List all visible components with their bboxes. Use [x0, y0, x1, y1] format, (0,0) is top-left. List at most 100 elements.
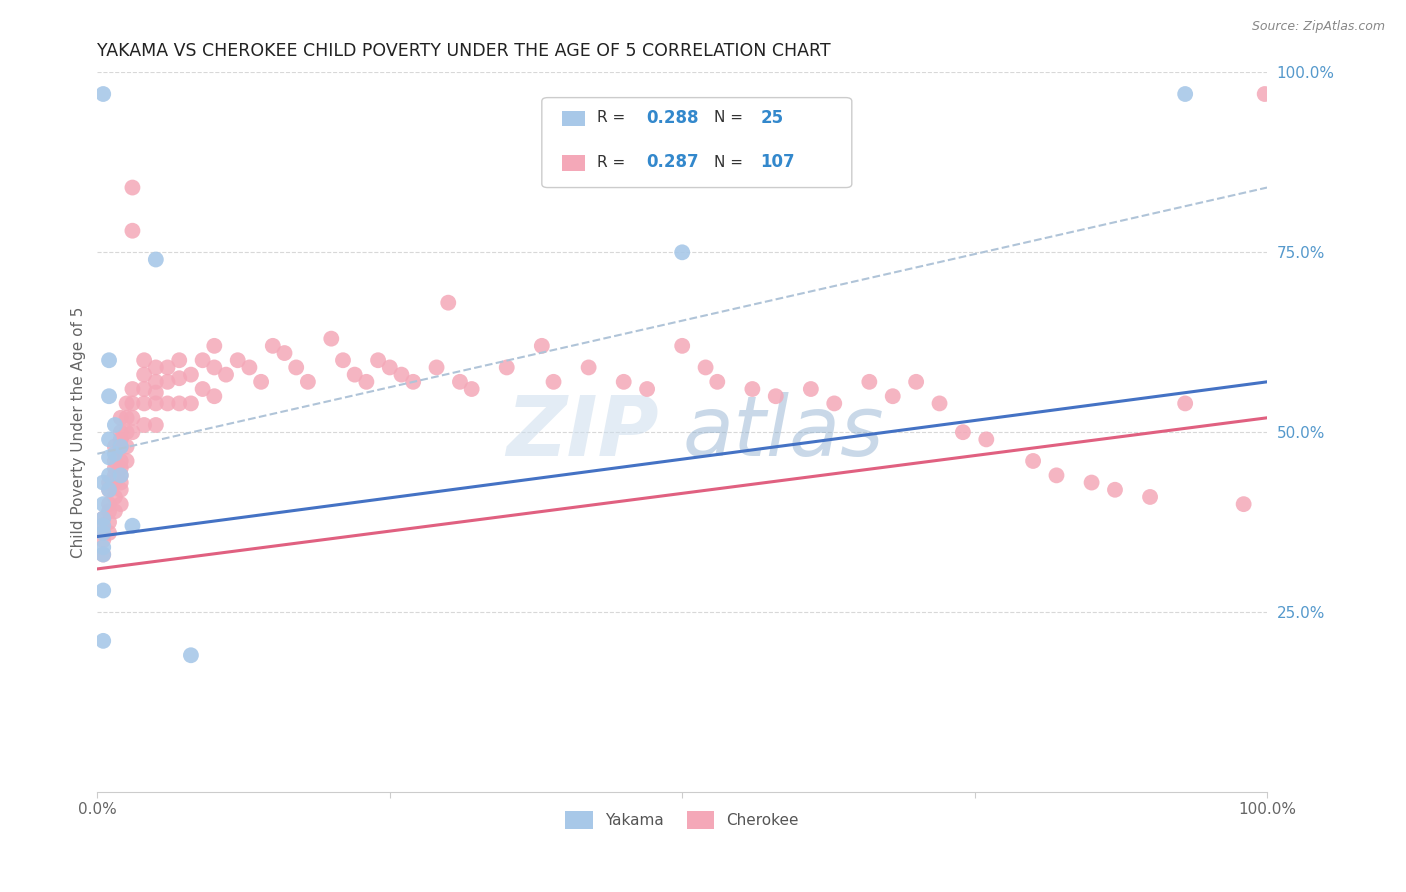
- Point: [285, 360, 308, 375]
- Point: [1045, 468, 1067, 483]
- Point: [110, 497, 132, 511]
- Point: [91, 511, 114, 525]
- Point: [145, 417, 167, 432]
- Point: [332, 353, 354, 368]
- Point: [98, 450, 121, 465]
- Point: [98, 468, 121, 483]
- Point: [98, 504, 121, 518]
- Point: [202, 360, 225, 375]
- Point: [121, 518, 143, 533]
- Point: [156, 360, 179, 375]
- Text: atlas: atlas: [682, 392, 884, 473]
- Point: [156, 375, 179, 389]
- Point: [215, 368, 238, 382]
- Point: [460, 382, 482, 396]
- Point: [91, 525, 114, 540]
- Point: [297, 375, 319, 389]
- Point: [156, 396, 179, 410]
- Point: [391, 368, 413, 382]
- Point: [765, 389, 787, 403]
- Point: [321, 332, 343, 346]
- Point: [671, 339, 693, 353]
- Point: [121, 224, 143, 238]
- Point: [180, 396, 202, 410]
- Point: [91, 497, 114, 511]
- Point: [91, 548, 114, 562]
- Point: [98, 525, 121, 540]
- Point: [134, 368, 156, 382]
- Point: [145, 360, 167, 375]
- Point: [695, 360, 717, 375]
- Point: [543, 375, 565, 389]
- Point: [671, 245, 693, 260]
- Point: [495, 360, 517, 375]
- Point: [613, 375, 636, 389]
- Point: [578, 360, 600, 375]
- Point: [110, 461, 132, 475]
- Point: [110, 410, 132, 425]
- Point: [800, 382, 823, 396]
- Point: [134, 353, 156, 368]
- Point: [91, 518, 114, 533]
- Point: [636, 382, 658, 396]
- Point: [262, 339, 284, 353]
- Point: [1022, 454, 1045, 468]
- Point: [191, 382, 214, 396]
- Point: [115, 425, 138, 440]
- Point: [121, 396, 143, 410]
- Text: R =: R =: [596, 111, 630, 125]
- Point: [145, 396, 167, 410]
- Point: [98, 475, 121, 490]
- Point: [91, 533, 114, 548]
- Point: [250, 375, 273, 389]
- Point: [91, 633, 114, 648]
- Point: [273, 346, 295, 360]
- Point: [104, 468, 127, 483]
- Point: [134, 396, 156, 410]
- Point: [1233, 497, 1256, 511]
- Point: [110, 468, 132, 483]
- Point: [98, 483, 121, 497]
- Point: [449, 375, 471, 389]
- Point: [1104, 483, 1126, 497]
- Text: 25: 25: [761, 109, 783, 127]
- Point: [104, 417, 127, 432]
- Point: [167, 371, 190, 385]
- Point: [530, 339, 553, 353]
- Point: [91, 87, 114, 101]
- Point: [180, 648, 202, 663]
- Point: [121, 180, 143, 194]
- Point: [167, 396, 190, 410]
- Point: [343, 368, 366, 382]
- Point: [425, 360, 447, 375]
- Point: [823, 396, 845, 410]
- Point: [741, 382, 763, 396]
- Point: [882, 389, 904, 403]
- Y-axis label: Child Poverty Under the Age of 5: Child Poverty Under the Age of 5: [72, 307, 86, 558]
- Point: [98, 353, 121, 368]
- Point: [115, 410, 138, 425]
- Bar: [562, 155, 585, 171]
- Point: [91, 525, 114, 540]
- Point: [145, 385, 167, 400]
- Point: [110, 440, 132, 454]
- Point: [104, 440, 127, 454]
- Text: Source: ZipAtlas.com: Source: ZipAtlas.com: [1251, 20, 1385, 33]
- Point: [104, 461, 127, 475]
- Point: [91, 475, 114, 490]
- Point: [202, 389, 225, 403]
- Point: [905, 375, 928, 389]
- Bar: [562, 111, 585, 127]
- Text: N =: N =: [714, 155, 748, 169]
- Text: R =: R =: [596, 155, 630, 169]
- Point: [121, 410, 143, 425]
- Point: [110, 468, 132, 483]
- Point: [110, 440, 132, 454]
- Point: [1174, 396, 1197, 410]
- Point: [104, 504, 127, 518]
- Point: [402, 375, 425, 389]
- Point: [238, 360, 260, 375]
- Text: 0.288: 0.288: [645, 109, 699, 127]
- Point: [91, 511, 114, 525]
- Point: [858, 375, 880, 389]
